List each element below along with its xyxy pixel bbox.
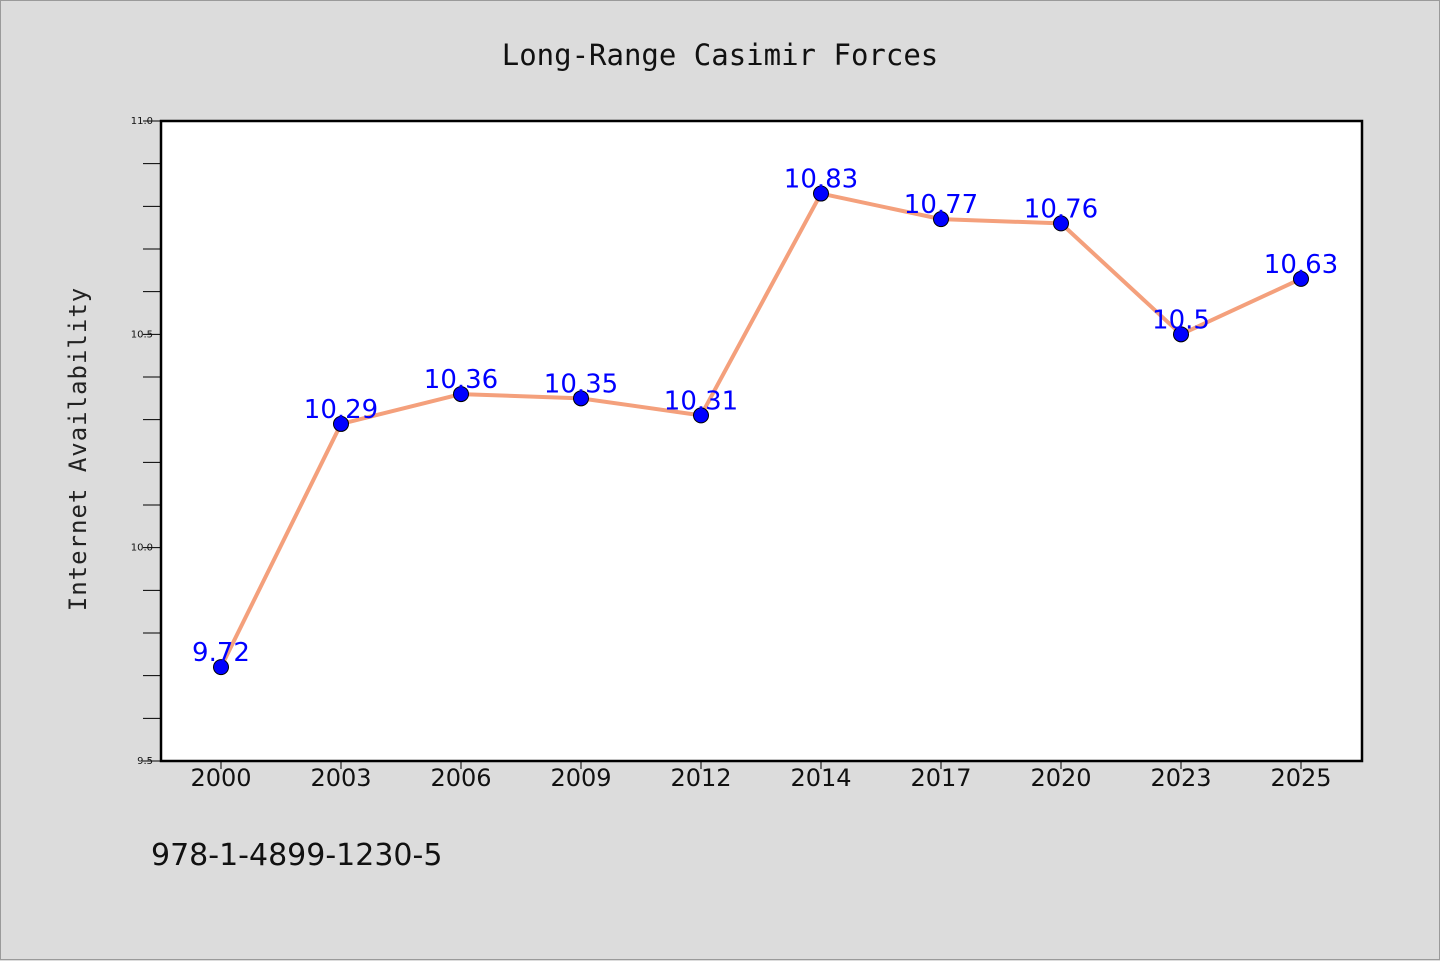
data-label: 10.31 (664, 386, 738, 416)
data-label: 10.29 (304, 395, 378, 425)
y-tick-label: 10.5 (131, 329, 153, 340)
data-label: 10.76 (1024, 194, 1098, 224)
data-label: 9.72 (192, 638, 250, 668)
data-points (213, 185, 1309, 676)
x-tick-label: 2014 (790, 764, 851, 792)
isbn-footer: 978-1-4899-1230-5 (151, 838, 442, 873)
x-tick-label: 2009 (550, 764, 611, 792)
plot-area (159, 119, 1364, 763)
data-point (333, 415, 349, 432)
x-tick-label: 2017 (910, 764, 971, 792)
x-tick-label: 2003 (310, 764, 371, 792)
y-tick-label: 10.0 (131, 543, 153, 554)
data-point (933, 211, 949, 228)
data-label: 10.83 (784, 165, 858, 195)
data-point (573, 390, 589, 407)
x-axis-ticks: 2000 2003 2006 2009 2012 2014 2017 2020 2023 2025 (190, 762, 1332, 792)
data-point (1293, 270, 1309, 287)
data-point (453, 386, 469, 403)
y-tick-label: 9.5 (137, 756, 153, 767)
data-label: 10.35 (544, 369, 618, 399)
x-tick-label: 2006 (430, 764, 491, 792)
x-tick-label: 2000 (190, 764, 251, 792)
y-axis-label: Internet Availability (64, 287, 92, 611)
chart-title: Long-Range Casimir Forces (502, 38, 939, 72)
data-point (693, 407, 709, 424)
data-label: 10.63 (1264, 250, 1338, 280)
x-tick-label: 2023 (1150, 764, 1211, 792)
y-tick-label: 11.0 (131, 116, 153, 127)
data-label: 10.77 (904, 190, 978, 220)
y-axis-ticks: 9.5 10.0 10.5 11.0 (131, 116, 160, 767)
x-tick-label: 2020 (1030, 764, 1091, 792)
data-point (213, 659, 229, 676)
data-point (1173, 326, 1189, 343)
data-point (813, 185, 829, 202)
data-labels: 9.72 10.29 10.36 10.35 10.31 10.83 10.77 10.76 1… (192, 165, 1338, 669)
data-point (1053, 215, 1069, 232)
data-label: 10.5 (1152, 305, 1210, 335)
x-tick-label: 2025 (1270, 764, 1331, 792)
x-tick-label: 2012 (670, 764, 731, 792)
data-label: 10.36 (424, 365, 498, 395)
series-line (219, 191, 1303, 670)
